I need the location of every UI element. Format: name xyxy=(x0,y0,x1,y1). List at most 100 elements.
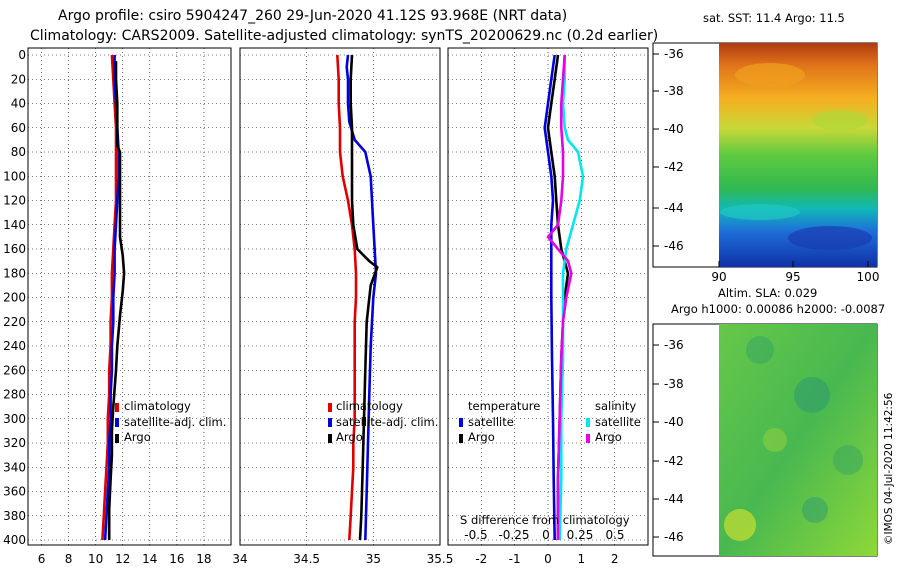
legend-sal-argo-label: Argo xyxy=(595,430,622,444)
series-line-argo xyxy=(107,61,126,540)
legend-climatology-label: climatology xyxy=(124,399,191,413)
sla-eddy xyxy=(794,377,830,413)
depth-tick-label: 400 xyxy=(3,533,26,547)
x-tick-label: 34.5 xyxy=(293,552,320,566)
lat-tick-label: -40 xyxy=(664,122,684,136)
x-tick-label: 35 xyxy=(366,552,381,566)
secondary-tick-label: 0.25 xyxy=(567,528,594,542)
series-line-temperature-satellite xyxy=(543,54,556,541)
depth-tick-label: 180 xyxy=(3,266,26,280)
depth-tick-label: 100 xyxy=(3,169,26,183)
legend-sal-satellite-swatch xyxy=(586,418,590,427)
sst-cool-patch xyxy=(812,110,868,130)
depth-tick-label: 300 xyxy=(3,412,26,426)
legend-climatology-swatch xyxy=(115,403,119,412)
temperature-lines xyxy=(101,54,126,541)
x-tick-label: 16 xyxy=(169,552,184,566)
sla-map-ticks: -36 -38 -40 -42 -44 -46 xyxy=(653,338,684,544)
sla-eddy xyxy=(763,428,787,452)
sla-eddy xyxy=(746,336,774,364)
legend-satellite-label: satellite-adj. clim. xyxy=(336,415,438,429)
sla-map: Altim. SLA: 0.029 Argo h1000: 0.00086 h2… xyxy=(652,286,885,557)
series-line-satellite-adj-clim- xyxy=(345,54,378,541)
legend-temp-satellite-label: satellite xyxy=(468,415,514,429)
series-line-climatology xyxy=(336,54,358,541)
lat-tick-label: -42 xyxy=(664,454,684,468)
sst-cyan-patch xyxy=(720,204,800,220)
legend-temperature-heading: temperature xyxy=(468,399,540,413)
x-tick-label: -1 xyxy=(509,552,521,566)
lat-tick-label: -38 xyxy=(664,84,684,98)
sst-map: sat. SST: 11.4 Argo: 11.5 -36 -38 -40 -42 -4… xyxy=(652,11,880,284)
depth-tick-label: 200 xyxy=(3,291,26,305)
depth-tick-label: 220 xyxy=(3,315,26,329)
secondary-tick-label: 0.5 xyxy=(605,528,624,542)
sst-deep-patch xyxy=(788,226,872,250)
depth-tick-label: 280 xyxy=(3,388,26,402)
depth-tick-label: 0 xyxy=(18,48,26,62)
lon-tick-label: 90 xyxy=(711,270,726,284)
depth-tick-label: 140 xyxy=(3,218,26,232)
sla-map-title-line2: Argo h1000: 0.00086 h2000: -0.0087 xyxy=(671,302,885,316)
difference-panel: -2 -1 0 1 2 temperature satellite Argo salin… xyxy=(447,47,649,566)
depth-axis: 0 20 40 60 80 100 120 140 160 180 200 220 240 260 280 3… xyxy=(3,48,26,547)
salinity-legend: climatology satellite-adj. clim. Argo xyxy=(328,399,438,444)
temperature-panel: 6 8 10 12 14 16 18 climatology satellite-adj. … xyxy=(27,47,232,566)
sst-warm-patch xyxy=(735,63,805,87)
depth-tick-label: 20 xyxy=(11,72,26,86)
difference-secondary-ticks: -0.5 -0.25 0 0.25 0.5 xyxy=(464,528,624,542)
lat-tick-label: -38 xyxy=(664,377,684,391)
legend-temp-argo-swatch xyxy=(459,434,463,443)
x-tick-label: 10 xyxy=(88,552,103,566)
x-tick-label: 2 xyxy=(611,552,619,566)
legend-satellite-swatch xyxy=(115,418,119,427)
secondary-tick-label: 0 xyxy=(542,528,550,542)
legend-climatology-label: climatology xyxy=(336,399,403,413)
x-tick-label: 8 xyxy=(65,552,73,566)
legend-argo-swatch xyxy=(328,434,332,443)
depth-tick-label: 320 xyxy=(3,436,26,450)
x-tick-label: 14 xyxy=(142,552,157,566)
legend-temp-argo-label: Argo xyxy=(468,430,495,444)
depth-tick-label: 240 xyxy=(3,339,26,353)
legend-argo-label: Argo xyxy=(124,430,151,444)
salinity-panel: 34 34.5 35 35.5 climatology satellite-adj. … xyxy=(232,47,454,566)
secondary-tick-label: -0.25 xyxy=(498,528,529,542)
x-tick-label: 6 xyxy=(38,552,46,566)
lat-tick-label: -44 xyxy=(664,201,684,215)
salinity-lines xyxy=(336,54,379,541)
legend-argo-swatch xyxy=(115,434,119,443)
figure-title-line1: Argo profile: csiro 5904247_260 29-Jun-2… xyxy=(58,8,567,24)
lat-tick-label: -46 xyxy=(664,239,684,253)
temperature-x-ticks: 6 8 10 12 14 16 18 xyxy=(38,552,212,566)
difference-legend-salinity: salinity satellite Argo xyxy=(586,399,641,444)
figure-title-line2: Climatology: CARS2009. Satellite-adjuste… xyxy=(30,28,658,44)
secondary-tick-label: -0.5 xyxy=(464,528,487,542)
sst-map-title: sat. SST: 11.4 Argo: 11.5 xyxy=(703,11,845,25)
x-tick-label: 35.5 xyxy=(427,552,454,566)
sla-eddy xyxy=(833,445,863,475)
lat-tick-label: -42 xyxy=(664,160,684,174)
legend-temp-satellite-swatch xyxy=(459,418,463,427)
imos-credit: ©IMOS 04-Jul-2020 11:42:56 xyxy=(883,392,895,545)
difference-xlabel: S difference from climatology xyxy=(460,513,630,527)
sla-eddy xyxy=(802,497,828,523)
lat-tick-label: -46 xyxy=(664,530,684,544)
x-tick-label: 18 xyxy=(196,552,211,566)
legend-argo-label: Argo xyxy=(336,430,363,444)
difference-legend-temperature: temperature satellite Argo xyxy=(459,399,540,444)
temperature-legend: climatology satellite-adj. clim. Argo xyxy=(115,399,226,444)
lat-tick-label: -40 xyxy=(664,415,684,429)
depth-tick-label: 40 xyxy=(11,97,26,111)
difference-x-ticks: -2 -1 0 1 2 xyxy=(475,552,618,566)
legend-satellite-swatch xyxy=(328,418,332,427)
lon-tick-label: 100 xyxy=(857,270,880,284)
depth-tick-label: 380 xyxy=(3,509,26,523)
depth-tick-label: 340 xyxy=(3,460,26,474)
series-line-salinity-argo xyxy=(546,54,573,540)
x-tick-label: 1 xyxy=(578,552,586,566)
legend-satellite-label: satellite-adj. clim. xyxy=(124,415,226,429)
x-tick-label: -2 xyxy=(475,552,487,566)
legend-sal-satellite-label: satellite xyxy=(595,415,641,429)
